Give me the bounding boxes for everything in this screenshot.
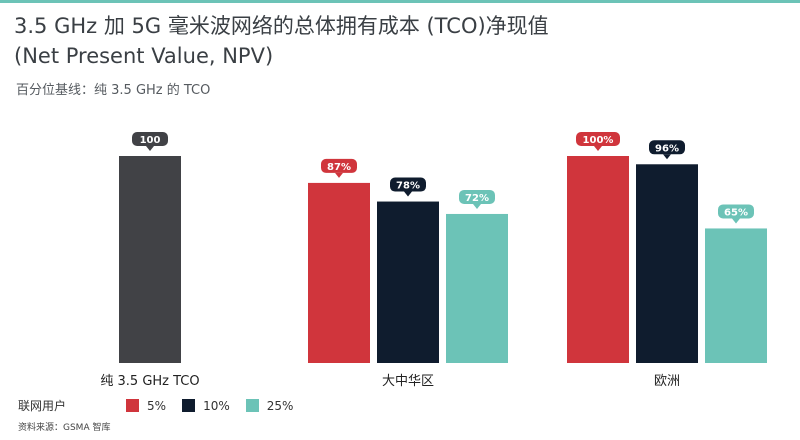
source-note: 资料来源：GSMA 智库 (18, 423, 111, 433)
data-label-0-0: 100 (132, 132, 168, 151)
top-rule (0, 0, 800, 3)
data-label-2-2: 65% (718, 204, 754, 224)
data-label-pill (576, 132, 620, 146)
legend-item-5pct: 5% (126, 399, 166, 413)
data-label-text: 100% (583, 135, 614, 146)
data-label-pill (718, 204, 754, 219)
bar-1-0 (308, 182, 370, 363)
data-label-1-1: 78% (390, 177, 426, 197)
data-label-pill (390, 177, 426, 192)
data-label-text: 78% (396, 181, 420, 192)
bar-1-1 (377, 201, 439, 363)
data-label-pointer (663, 154, 671, 160)
data-label-pointer (473, 203, 481, 209)
bar-0-0 (119, 156, 181, 363)
data-label-2-1: 96% (649, 140, 685, 160)
legend-swatch (245, 399, 259, 412)
data-label-pointer (594, 146, 602, 151)
data-label-text: 100 (140, 135, 161, 146)
chart-title-line1: 3.5 GHz 加 5G 毫米波网络的总体拥有成本 (TCO)净现值 (14, 14, 549, 38)
legend-label: 10% (203, 398, 230, 413)
bar-2-2 (705, 228, 767, 363)
legend-item-25pct: 25% (245, 398, 294, 413)
data-label-pointer (732, 218, 740, 224)
data-label-1-2: 72% (459, 189, 495, 209)
data-label-pill (321, 158, 357, 173)
legend-title: 联网用户 (18, 399, 67, 413)
data-label-text: 65% (724, 207, 748, 218)
chart-subtitle: 百分位基线：纯 3.5 GHz 的 TCO (16, 83, 211, 98)
data-label-text: 96% (655, 143, 679, 154)
data-label-pointer (146, 146, 154, 151)
data-label-text: 72% (465, 193, 489, 204)
data-label-1-0: 87% (321, 158, 357, 178)
legend-label: 5% (147, 398, 167, 413)
bar-2-1 (636, 164, 698, 363)
bar-2-0 (567, 156, 629, 363)
legend: 联网用户 5% 10% 25% (18, 397, 309, 414)
data-label-2-0: 100% (576, 132, 620, 151)
legend-label: 25% (266, 398, 294, 413)
data-label-pill (459, 189, 495, 204)
data-label-pointer (404, 191, 412, 197)
chart-title-line2: (Net Present Value, NPV) (14, 44, 274, 68)
legend-swatch (126, 399, 140, 412)
data-label-pill (649, 140, 685, 155)
data-label-pill (132, 132, 168, 146)
data-label-pointer (335, 172, 343, 178)
bar-1-2 (446, 213, 508, 363)
category-label-2: 欧洲 (654, 374, 680, 389)
legend-item-10pct: 10% (182, 399, 230, 413)
category-label-1: 大中华区 (382, 374, 434, 389)
category-label-0: 纯 3.5 GHz TCO (100, 374, 199, 389)
data-label-text: 87% (327, 162, 351, 173)
legend-swatch (182, 399, 196, 412)
